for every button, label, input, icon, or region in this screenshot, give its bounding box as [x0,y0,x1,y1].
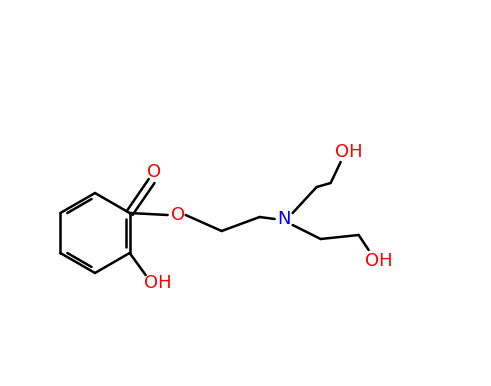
Text: OH: OH [335,143,362,161]
Text: N: N [277,210,290,228]
Text: OH: OH [144,274,171,292]
Text: O: O [170,206,185,224]
Text: O: O [147,163,161,181]
Text: OH: OH [365,252,392,270]
